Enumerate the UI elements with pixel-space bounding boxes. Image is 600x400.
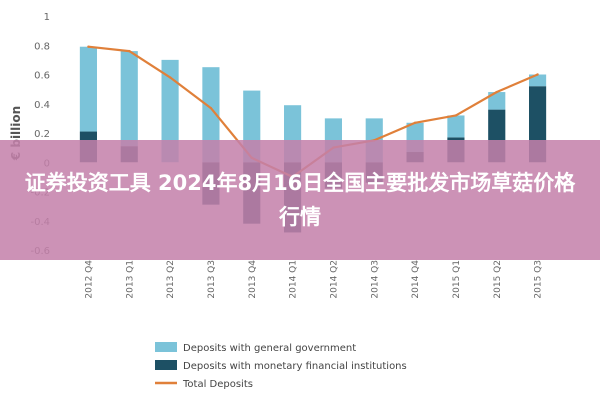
legend-swatch <box>155 342 177 352</box>
bar-gov <box>202 67 220 163</box>
bar-gov <box>161 59 179 163</box>
y-tick-label: 0.2 <box>34 129 50 140</box>
x-tick-label: 2015 Q3 <box>534 260 544 299</box>
bar-gov <box>529 74 547 87</box>
x-tick-label: 2012 Q4 <box>84 260 94 299</box>
bar-gov <box>488 92 506 110</box>
y-tick-label: 0.8 <box>34 41 50 52</box>
x-tick-label: 2013 Q2 <box>166 260 176 299</box>
bar-gov <box>79 46 97 132</box>
bar-gov <box>447 115 465 138</box>
total-deposits-point <box>413 121 417 124</box>
x-tick-label: 2014 Q3 <box>370 260 380 299</box>
watermark-banner: 证券投资工具 2024年8月16日全国主要批发市场草菇价格行情 <box>0 140 600 260</box>
legend-label: Deposits with general government <box>183 343 356 354</box>
x-tick-label: 2014 Q1 <box>289 260 299 299</box>
total-deposits-point <box>536 73 539 76</box>
total-deposits-point <box>87 45 90 48</box>
total-deposits-point <box>128 49 131 53</box>
legend-label: Total Deposits <box>182 379 253 390</box>
x-tick-label: 2015 Q2 <box>493 260 503 299</box>
legend-label: Deposits with monetary financial institu… <box>183 361 407 372</box>
x-tick-label: 2013 Q1 <box>125 260 135 299</box>
total-deposits-point <box>168 76 172 79</box>
x-tick-label: 2014 Q4 <box>411 260 421 299</box>
x-tick-label: 2015 Q1 <box>452 260 462 299</box>
y-tick-label: 0.6 <box>34 71 50 82</box>
legend: Deposits with general government Deposits… <box>155 342 407 390</box>
x-tick-label: 2013 Q4 <box>248 260 258 299</box>
total-deposits-point <box>209 106 213 110</box>
x-tick-label: 2014 Q2 <box>329 260 339 299</box>
bar-gov <box>120 51 138 147</box>
total-deposits-point <box>454 114 458 117</box>
legend-swatch <box>155 360 177 370</box>
y-tick-label: 1 <box>44 12 50 23</box>
x-tick-label: 2013 Q3 <box>207 260 217 299</box>
x-axis-tick-labels: 2012 Q4 2013 Q1 2013 Q2 2013 Q3 2013 Q4 2014 … <box>84 260 543 299</box>
y-tick-label: 0.4 <box>34 100 50 111</box>
total-deposits-point <box>495 90 498 94</box>
banner-caption: 证券投资工具 2024年8月16日全国主要批发市场草菇价格行情 <box>24 171 576 229</box>
